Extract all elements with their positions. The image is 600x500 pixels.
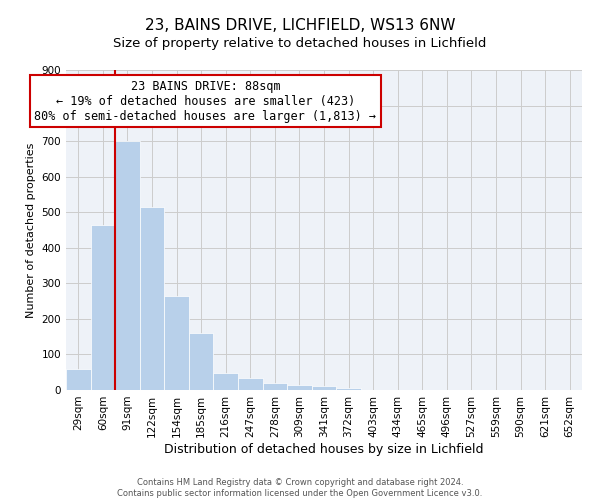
Bar (263, 383, 287, 390)
Bar (238, 378, 263, 390)
Bar (91, 224, 115, 390)
Bar (164, 296, 189, 390)
Bar (115, 141, 140, 390)
Bar (287, 385, 312, 390)
Bar (312, 386, 336, 390)
Bar (336, 388, 361, 390)
Bar (140, 207, 164, 390)
Text: 23, BAINS DRIVE, LICHFIELD, WS13 6NW: 23, BAINS DRIVE, LICHFIELD, WS13 6NW (145, 18, 455, 32)
Bar (214, 373, 238, 390)
Text: Size of property relative to detached houses in Lichfield: Size of property relative to detached ho… (113, 38, 487, 51)
Bar (66, 368, 91, 390)
Text: Contains HM Land Registry data © Crown copyright and database right 2024.
Contai: Contains HM Land Registry data © Crown c… (118, 478, 482, 498)
X-axis label: Distribution of detached houses by size in Lichfield: Distribution of detached houses by size … (164, 442, 484, 456)
Bar (189, 333, 214, 390)
Text: 23 BAINS DRIVE: 88sqm
← 19% of detached houses are smaller (423)
80% of semi-det: 23 BAINS DRIVE: 88sqm ← 19% of detached … (34, 80, 376, 122)
Y-axis label: Number of detached properties: Number of detached properties (26, 142, 36, 318)
